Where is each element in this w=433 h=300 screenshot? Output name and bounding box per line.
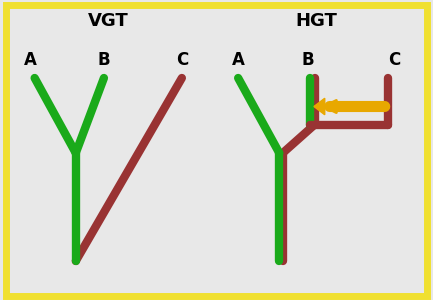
Text: VGT: VGT: [88, 12, 129, 30]
Text: B: B: [97, 51, 110, 69]
Text: A: A: [24, 51, 37, 69]
FancyArrow shape: [314, 98, 325, 115]
Text: B: B: [301, 51, 314, 69]
Text: C: C: [388, 51, 400, 69]
Text: HGT: HGT: [295, 12, 337, 30]
Text: C: C: [176, 51, 188, 69]
Text: A: A: [232, 51, 245, 69]
